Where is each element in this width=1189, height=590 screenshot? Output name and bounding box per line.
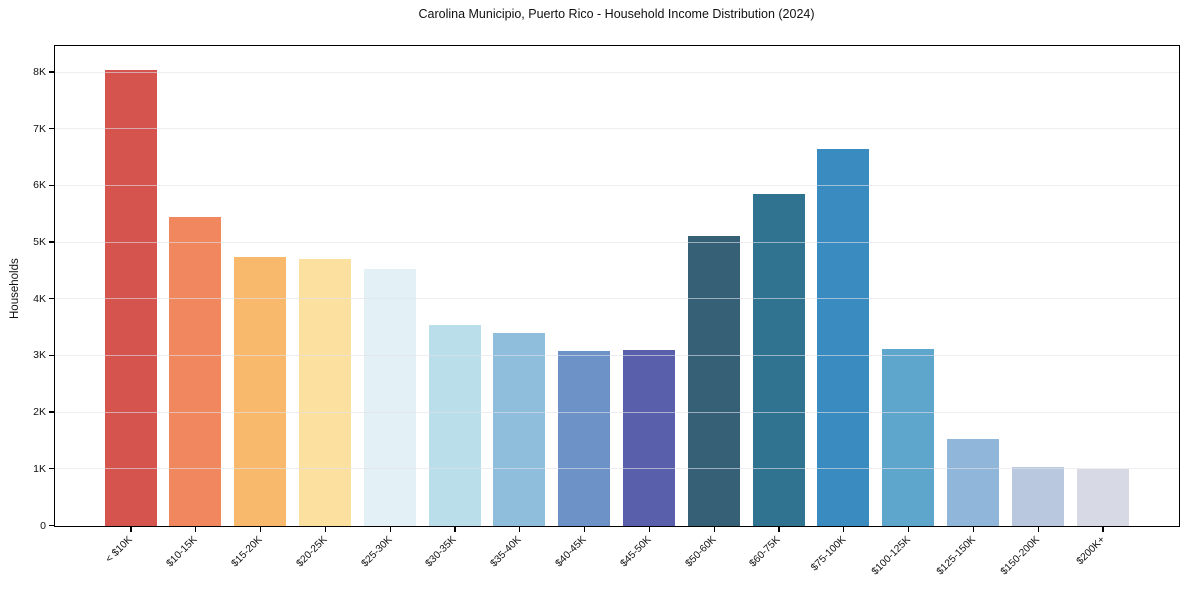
x-tick-label-text: $60-75K — [748, 534, 784, 570]
x-tick-label-text: $20-25K — [294, 534, 330, 570]
x-tick-mark-1 — [195, 527, 197, 532]
x-tick-mark-4 — [389, 527, 391, 532]
bar-5 — [428, 325, 481, 526]
chart-title: Carolina Municipio, Puerto Rico - Househ… — [418, 7, 815, 21]
x-tick-label-text: $100-125K — [869, 534, 913, 578]
y-tick-mark-0 — [48, 524, 54, 527]
x-tick-label-text: $10-15K — [164, 534, 200, 570]
x-tick-label-text: $25-30K — [359, 534, 395, 570]
y-tick-label-1K: 1K — [33, 462, 46, 475]
bar-2 — [234, 257, 287, 526]
y-tick-mark-4K — [48, 298, 54, 300]
x-tick-label-text: $45-50K — [618, 534, 654, 570]
y-tick-mark-6K — [48, 184, 54, 187]
bar-0 — [104, 69, 157, 526]
bar-12 — [882, 349, 935, 526]
x-tick-mark-7 — [583, 527, 586, 532]
y-tick-mark-5K — [48, 241, 54, 243]
x-tick-label-text: < $10K — [104, 534, 136, 566]
bars-layer — [55, 46, 1179, 526]
y-tick-label-4K: 4K — [33, 292, 46, 305]
x-tick-mark-3 — [324, 527, 327, 532]
bar-1 — [169, 216, 222, 526]
y-tick-label-0: 0 — [40, 519, 46, 532]
y-tick-label-7K: 7K — [33, 122, 46, 135]
x-tick-mark-14 — [1037, 527, 1039, 532]
y-tick-label-5K: 5K — [33, 236, 46, 249]
x-tick-mark-15 — [1102, 527, 1104, 532]
x-tick-mark-11 — [843, 527, 845, 532]
y-tick-mark-1K — [48, 468, 54, 470]
y-axis-label: Households — [9, 258, 21, 319]
y-tick-label-2K: 2K — [33, 406, 46, 419]
x-tick-mark-2 — [259, 527, 262, 532]
x-tick-mark-13 — [972, 527, 975, 532]
bar-11 — [817, 149, 870, 526]
x-tick-mark-10 — [778, 527, 780, 532]
x-tick-mark-0 — [130, 527, 132, 532]
y-tick-mark-2K — [48, 411, 54, 413]
x-tick-label-text: $30-35K — [424, 534, 460, 570]
y-tick-label-3K: 3K — [33, 349, 46, 362]
x-tick-label-text: $35-40K — [488, 534, 524, 570]
bar-10 — [752, 193, 805, 526]
bar-8 — [622, 349, 675, 526]
bar-6 — [493, 332, 546, 526]
x-tick-label-text: $75-100K — [808, 534, 848, 574]
bar-3 — [298, 259, 351, 526]
bar-4 — [363, 268, 416, 526]
x-tick-mark-8 — [648, 527, 651, 532]
x-tick-label-text: $15-20K — [229, 534, 265, 570]
x-tick-label-text: $125-150K — [934, 534, 978, 578]
bar-15 — [1076, 468, 1129, 526]
x-tick-label-text: $50-60K — [683, 534, 719, 570]
y-tick-label-6K: 6K — [33, 179, 46, 192]
x-tick-label-text: $40-45K — [553, 534, 589, 570]
bar-7 — [558, 351, 611, 526]
x-tick-mark-5 — [454, 527, 456, 532]
y-tick-label-8K: 8K — [33, 66, 46, 78]
plot-area — [54, 45, 1180, 527]
x-tick-mark-12 — [907, 527, 910, 532]
bar-13 — [946, 439, 999, 526]
bar-14 — [1011, 467, 1064, 526]
y-tick-mark-3K — [48, 354, 54, 357]
x-tick-label-text: $200K+ — [1074, 534, 1108, 568]
y-tick-mark-7K — [48, 128, 54, 130]
y-tick-mark-8K — [48, 71, 54, 73]
bar-9 — [687, 235, 740, 526]
x-tick-label-text: $150-200K — [999, 534, 1043, 578]
x-tick-mark-9 — [713, 527, 715, 532]
x-tick-mark-6 — [519, 527, 521, 532]
